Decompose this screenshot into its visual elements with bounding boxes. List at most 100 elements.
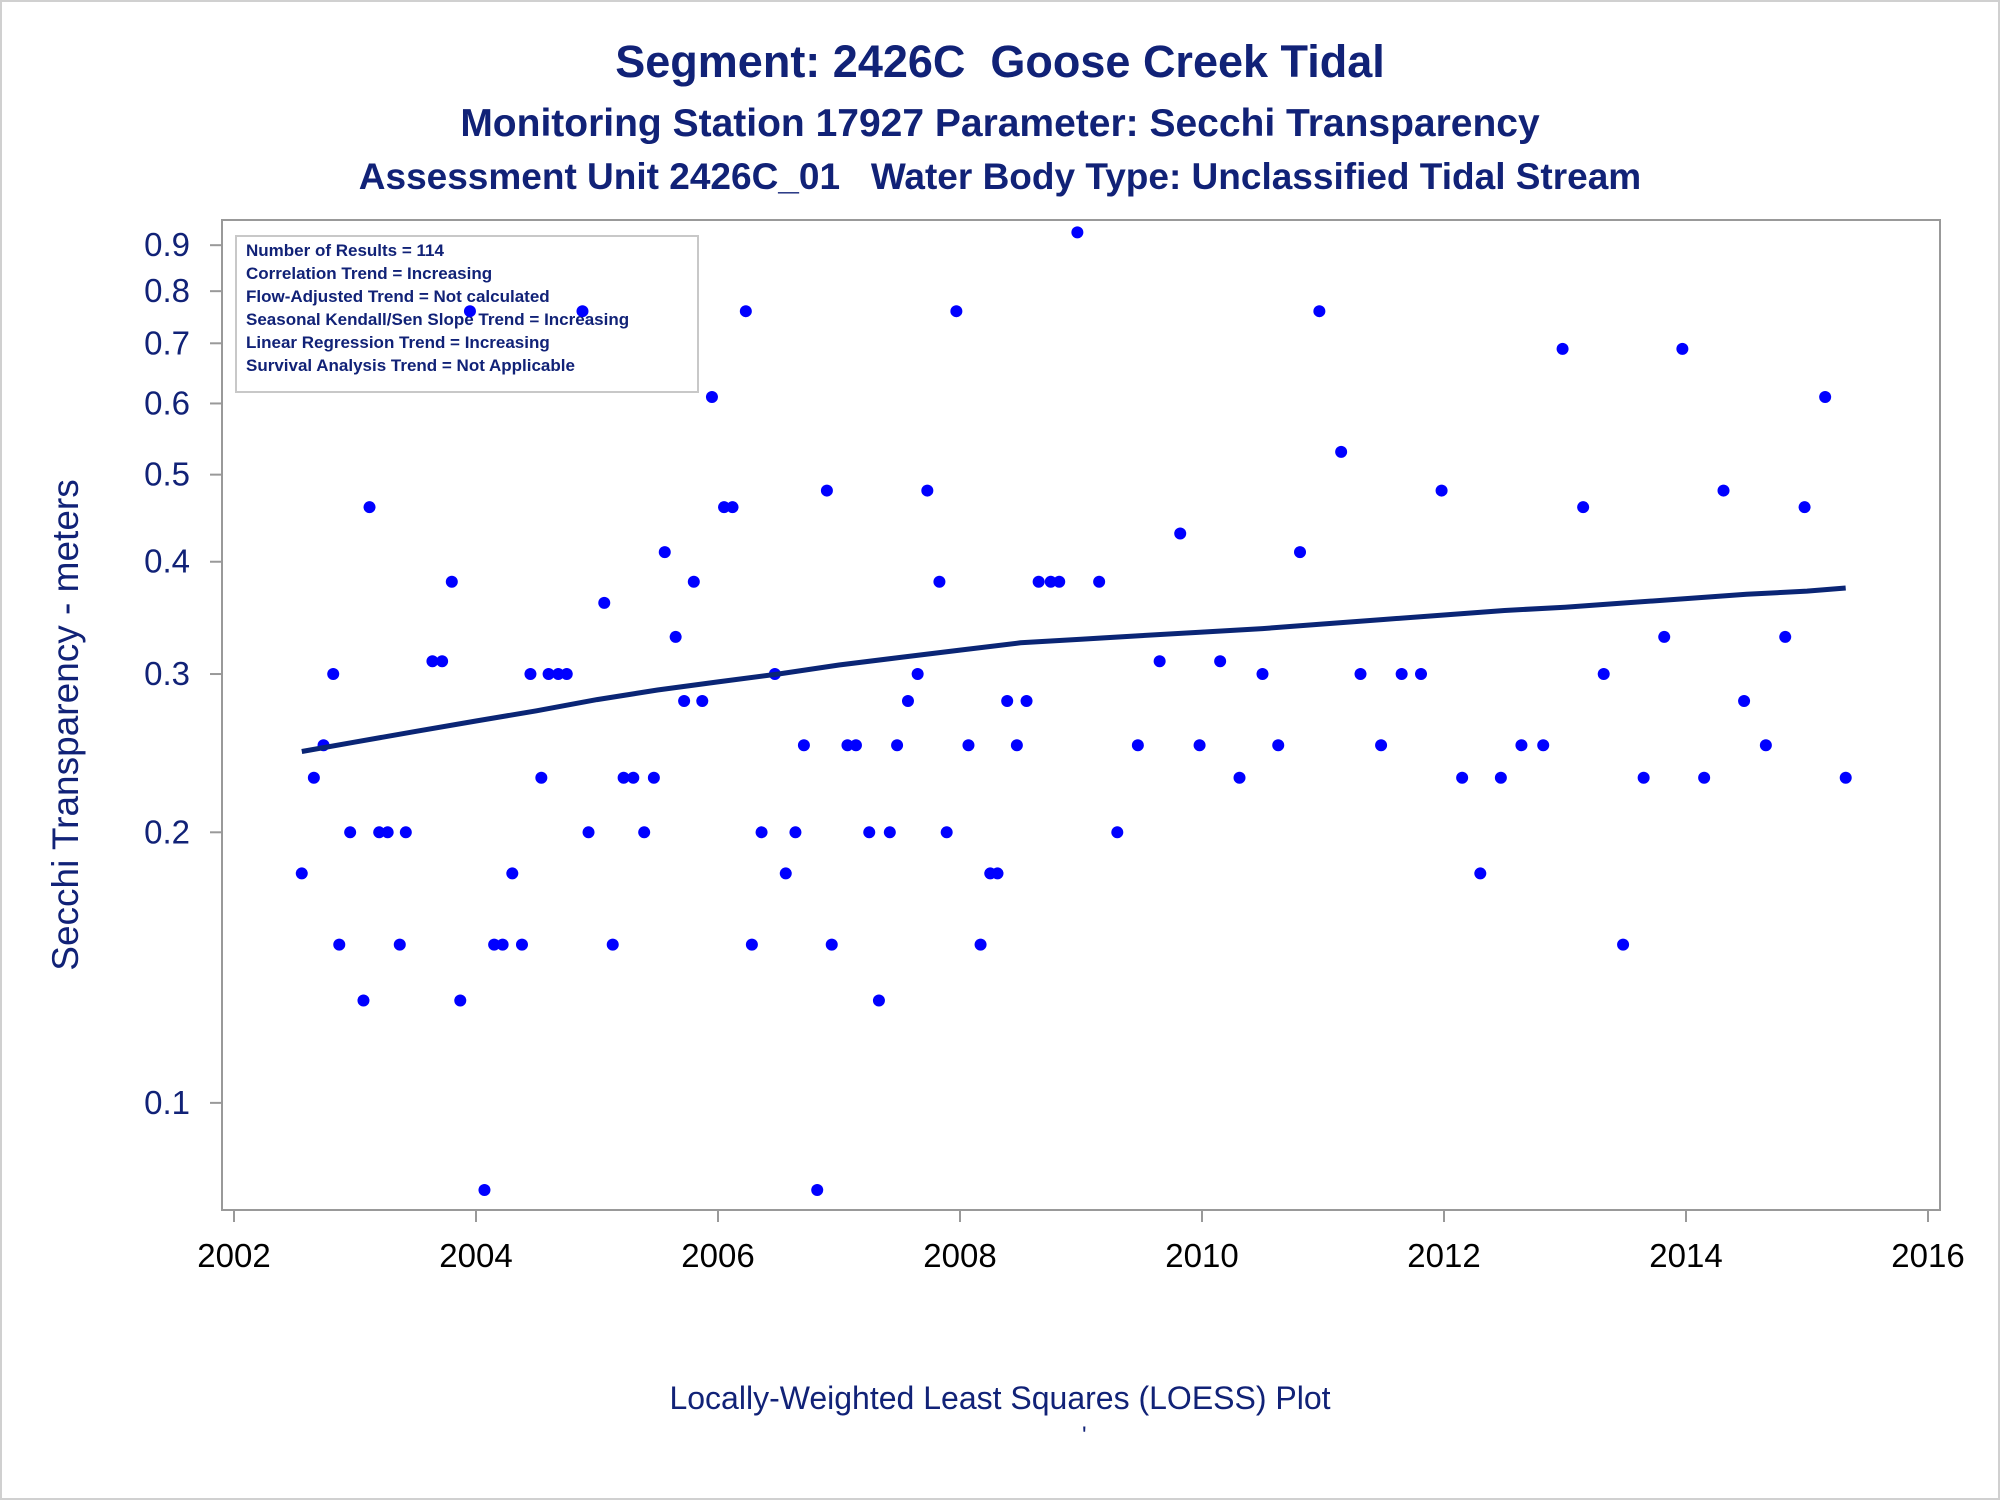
y-tick-label: 0.9 [144,226,190,263]
data-point [1335,445,1348,458]
data-point [1617,938,1630,951]
data-point [1010,739,1023,752]
chart-subtitle-station: Monitoring Station 17927 Parameter: Secc… [460,102,1540,145]
plot-footnote: Locally-Weighted Least Squares (LOESS) P… [669,1380,1331,1416]
data-point [295,867,308,880]
data-point [1111,826,1124,839]
y-tick-label: 0.7 [144,324,190,361]
data-point [687,575,700,588]
data-point [1313,305,1326,318]
data-point [863,826,876,839]
x-tick-label: 2004 [439,1237,512,1274]
data-point [940,826,953,839]
data-point [1637,771,1650,784]
data-point [445,575,458,588]
y-tick-label: 0.8 [144,272,190,309]
data-point [496,938,509,951]
data-point [1597,668,1610,681]
x-tick-label: 2012 [1407,1237,1480,1274]
data-point [1174,527,1187,540]
data-point [463,305,476,318]
data-point [363,501,376,514]
data-point [1577,501,1590,514]
legend-entry: Linear Regression Trend = Increasing [246,333,550,352]
data-point [454,994,467,1007]
data-point [820,484,833,497]
data-point [718,501,731,514]
data-point [1556,342,1569,355]
data-point [1272,739,1285,752]
data-point [991,867,1004,880]
data-point [647,771,660,784]
plot-footnote-mark: ' [1082,1422,1087,1449]
data-point [1779,630,1792,643]
data-point [1435,484,1448,497]
data-point [1717,484,1730,497]
data-point [1474,867,1487,880]
data-point [1131,739,1144,752]
data-point [1515,739,1528,752]
data-point [1020,694,1033,707]
data-point [797,739,810,752]
y-tick-label: 0.6 [144,384,190,421]
data-point [933,575,946,588]
data-point [426,655,439,668]
data-point [535,771,548,784]
chart-subtitle-assessment: Assessment Unit 2426C_01 Water Body Type… [358,156,1642,197]
data-point [1153,655,1166,668]
data-point [436,655,449,668]
data-point [1354,668,1367,681]
data-point [921,484,934,497]
data-point [883,826,896,839]
data-point [974,938,987,951]
x-axis: 2002 2004 2006 2008 2010 2012 2014 2016 [197,1210,1965,1274]
data-point [307,771,320,784]
data-point [1214,655,1227,668]
data-point [1375,739,1388,752]
data-point [515,938,528,951]
y-tick-label: 0.5 [144,456,190,493]
data-point [1658,630,1671,643]
data-point [1193,739,1206,752]
data-point [755,826,768,839]
data-point [344,826,357,839]
data-point [506,867,519,880]
legend-entry: Seasonal Kendall/Sen Slope Trend = Incre… [246,310,629,329]
data-point [598,596,611,609]
data-point [524,668,537,681]
y-axis-title: Secchi Transparency - meters [45,479,86,970]
data-point [872,994,885,1007]
data-point [678,694,691,707]
data-point [658,546,671,559]
data-point [373,826,386,839]
data-point [1839,771,1852,784]
data-point [560,668,573,681]
data-point [333,938,346,951]
data-point [825,938,838,951]
data-point [488,938,501,951]
data-point [1759,739,1772,752]
data-point [478,1183,491,1196]
data-point [1537,739,1550,752]
data-point [811,1183,824,1196]
loess-trend-line [301,585,1846,754]
x-tick-label: 2016 [1891,1237,1964,1274]
data-point [669,630,682,643]
legend-entry: Number of Results = 114 [246,241,444,260]
data-point [1044,575,1057,588]
legend-entry: Survival Analysis Trend = Not Applicable [246,356,575,375]
data-point [1494,771,1507,784]
data-point [627,771,640,784]
data-point [542,668,555,681]
data-points [295,226,1852,1196]
data-point [327,668,340,681]
legend-entry: Correlation Trend = Increasing [246,264,492,283]
data-point [576,305,589,318]
data-point [950,305,963,318]
data-point [789,826,802,839]
data-point [638,826,651,839]
x-tick-label: 2006 [681,1237,754,1274]
data-point [779,867,792,880]
data-point [357,994,370,1007]
